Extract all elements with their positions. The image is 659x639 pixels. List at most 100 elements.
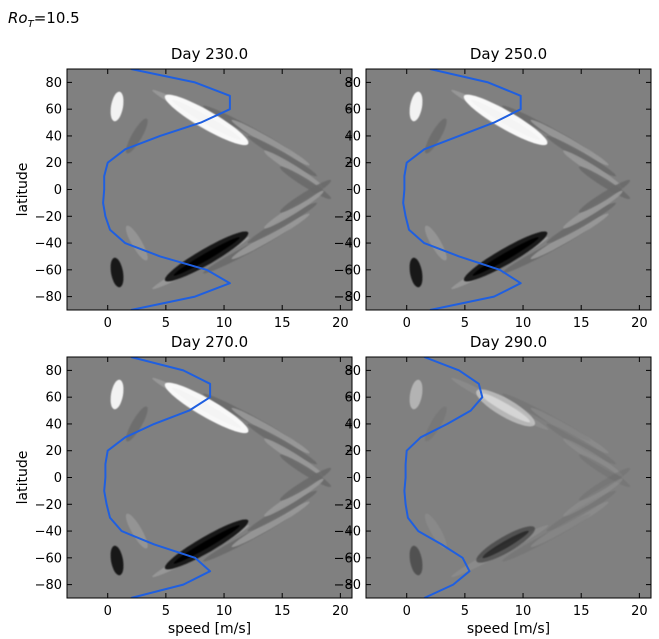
polar-lobe-north <box>409 379 423 410</box>
suptitle-symbol: Ro <box>8 9 28 27</box>
x-tick-label: 0 <box>104 316 112 331</box>
contour-field <box>409 377 630 578</box>
y-tick-label: −60 <box>334 551 361 566</box>
x-tick-label: 20 <box>631 316 648 331</box>
suptitle-value: =10.5 <box>34 9 80 27</box>
panel-1: 0 5 10 15 20 −80 −60 −40 −20 0 20 40 60 80 Day 230.0 la… <box>15 45 353 331</box>
y-tick-label: −40 <box>35 525 62 540</box>
y-tick-label: −60 <box>35 551 62 566</box>
rotation-profile-line <box>102 69 231 310</box>
y-tick-label: 40 <box>45 417 62 432</box>
rotation-profile-line <box>403 357 484 598</box>
x-tick-label: 5 <box>461 604 469 619</box>
y-tick-label: −80 <box>35 290 62 305</box>
panel-title: Day 250.0 <box>470 45 547 63</box>
streak-south <box>264 190 324 229</box>
x-tick-label: 15 <box>274 604 291 619</box>
y-tick-label: 80 <box>45 364 62 379</box>
y-tick-label: 20 <box>344 444 361 459</box>
streak-north <box>546 423 616 465</box>
y-tick-label: 0 <box>54 183 62 198</box>
streak-south <box>530 213 609 260</box>
y-tick-label: 20 <box>45 444 62 459</box>
streak-south <box>231 501 310 548</box>
y-tick-label: 80 <box>344 76 361 91</box>
streak-north <box>247 423 317 465</box>
panel-4: 0 5 10 15 20 −80 −60 −40 −20 0 20 40 60 80 Day 290.0 sp… <box>334 333 652 637</box>
y-tick-label: 80 <box>344 364 361 379</box>
jet-north-core <box>481 393 530 423</box>
streak-north <box>264 438 324 477</box>
x-axis-label: speed [m/s] <box>467 621 550 637</box>
jet-south-core <box>173 525 240 564</box>
contour-field <box>409 89 630 290</box>
side-band-south <box>424 225 447 261</box>
y-tick-label: 0 <box>54 471 62 486</box>
x-tick-label: 15 <box>573 604 590 619</box>
streak-north <box>530 119 609 166</box>
y-tick-label: −60 <box>35 263 62 278</box>
contour-field <box>110 377 331 578</box>
polar-lobe-south <box>110 545 124 576</box>
x-tick-label: 5 <box>162 316 170 331</box>
streak-north <box>231 119 310 166</box>
suptitle: RoT=10.5 <box>8 9 80 30</box>
rotation-profile-line <box>402 69 522 310</box>
panel-2: 0 5 10 15 20 −80 −60 −40 −20 0 20 40 60 80 Day 250.0 <box>334 45 652 331</box>
suptitle-subscript: T <box>28 19 35 30</box>
streak-south <box>578 467 630 501</box>
streak-north <box>530 407 609 454</box>
y-tick-label: −80 <box>35 578 62 593</box>
y-tick-label: −40 <box>35 237 62 252</box>
streak-south <box>546 202 616 244</box>
y-tick-label: −20 <box>334 210 361 225</box>
panel-title: Day 270.0 <box>171 333 248 351</box>
streak-south <box>530 501 609 548</box>
streak-south <box>247 490 317 532</box>
polar-lobe-north <box>110 379 124 410</box>
y-tick-label: 40 <box>344 417 361 432</box>
y-tick-label: 60 <box>45 103 62 118</box>
streak-north <box>247 135 317 177</box>
side-band-south <box>424 513 447 549</box>
x-tick-label: 15 <box>573 316 590 331</box>
x-axis-label: speed [m/s] <box>168 621 251 637</box>
panel-title: Day 290.0 <box>470 333 547 351</box>
side-band-north <box>125 118 148 154</box>
x-tick-label: 0 <box>104 604 112 619</box>
y-axis-label: latitude <box>15 451 31 505</box>
streak-south <box>264 478 324 517</box>
jet-north-core <box>171 387 242 429</box>
streak-south <box>231 213 310 260</box>
y-axis-label: latitude <box>15 163 31 217</box>
y-tick-label: −60 <box>334 263 361 278</box>
streak-north <box>231 407 310 454</box>
x-tick-label: 10 <box>515 604 532 619</box>
x-tick-label: 5 <box>162 604 170 619</box>
rotation-profile-line <box>103 357 212 598</box>
x-tick-label: 20 <box>631 604 648 619</box>
streak-south <box>247 202 317 244</box>
jet-south-core <box>482 530 529 559</box>
side-band-south <box>125 225 148 261</box>
x-tick-label: 15 <box>274 316 291 331</box>
streak-south <box>563 190 623 229</box>
polar-lobe-north <box>409 91 423 122</box>
x-tick-label: 20 <box>332 316 349 331</box>
y-tick-label: −80 <box>334 578 361 593</box>
y-tick-label: 40 <box>45 129 62 144</box>
streak-north <box>563 150 623 189</box>
x-tick-label: 0 <box>403 604 411 619</box>
polar-lobe-south <box>409 545 423 576</box>
side-band-north <box>125 406 148 442</box>
y-tick-label: −40 <box>334 525 361 540</box>
x-tick-label: 10 <box>216 604 233 619</box>
polar-lobe-south <box>409 257 423 288</box>
y-tick-label: 20 <box>344 156 361 171</box>
y-tick-label: 80 <box>45 76 62 91</box>
x-tick-label: 0 <box>403 316 411 331</box>
streak-north <box>264 150 324 189</box>
polar-lobe-south <box>110 257 124 288</box>
y-tick-label: 60 <box>45 391 62 406</box>
